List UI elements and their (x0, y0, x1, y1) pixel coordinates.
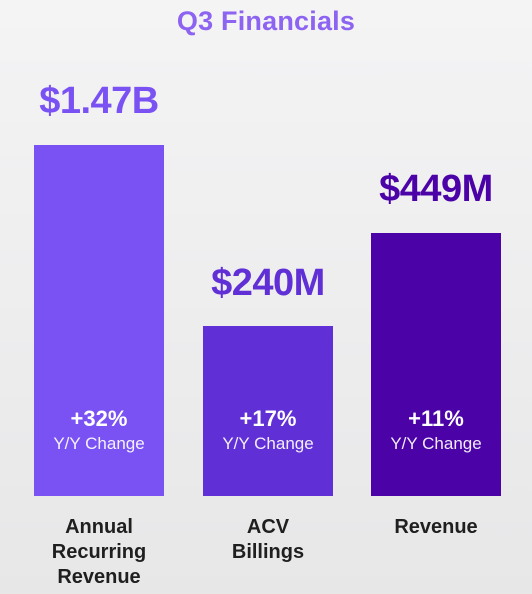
category-label-annual-recurring-revenue: Annual Recurring Revenue (14, 515, 184, 590)
category-label-line: Annual (65, 516, 133, 538)
category-label-line: Revenue (57, 566, 141, 588)
category-label-acv-billings: ACV Billings (183, 515, 353, 565)
category-label-revenue: Revenue (351, 515, 521, 540)
bar-acv-billings (203, 326, 333, 496)
change-text-annual-recurring-revenue: Y/Y Change (53, 434, 145, 453)
category-label-line: Revenue (394, 516, 478, 538)
change-text-acv-billings: Y/Y Change (222, 434, 314, 453)
category-label-line: Recurring (51, 541, 147, 563)
category-label-line: Billings (231, 541, 305, 563)
bar-annual-recurring-revenue (34, 145, 164, 496)
change-pct-revenue: +11% (408, 406, 464, 431)
change-pct-acv-billings: +17% (239, 406, 297, 431)
value-label-revenue: $449M (379, 168, 493, 210)
change-pct-annual-recurring-revenue: +32% (70, 406, 128, 431)
value-label-annual-recurring-revenue: $1.47B (39, 80, 159, 122)
chart-title: Q3 Financials (176, 6, 356, 36)
bar-revenue (371, 233, 501, 496)
category-label-line: ACV (246, 516, 290, 538)
change-text-revenue: Y/Y Change (390, 434, 482, 453)
value-label-acv-billings: $240M (211, 262, 325, 304)
